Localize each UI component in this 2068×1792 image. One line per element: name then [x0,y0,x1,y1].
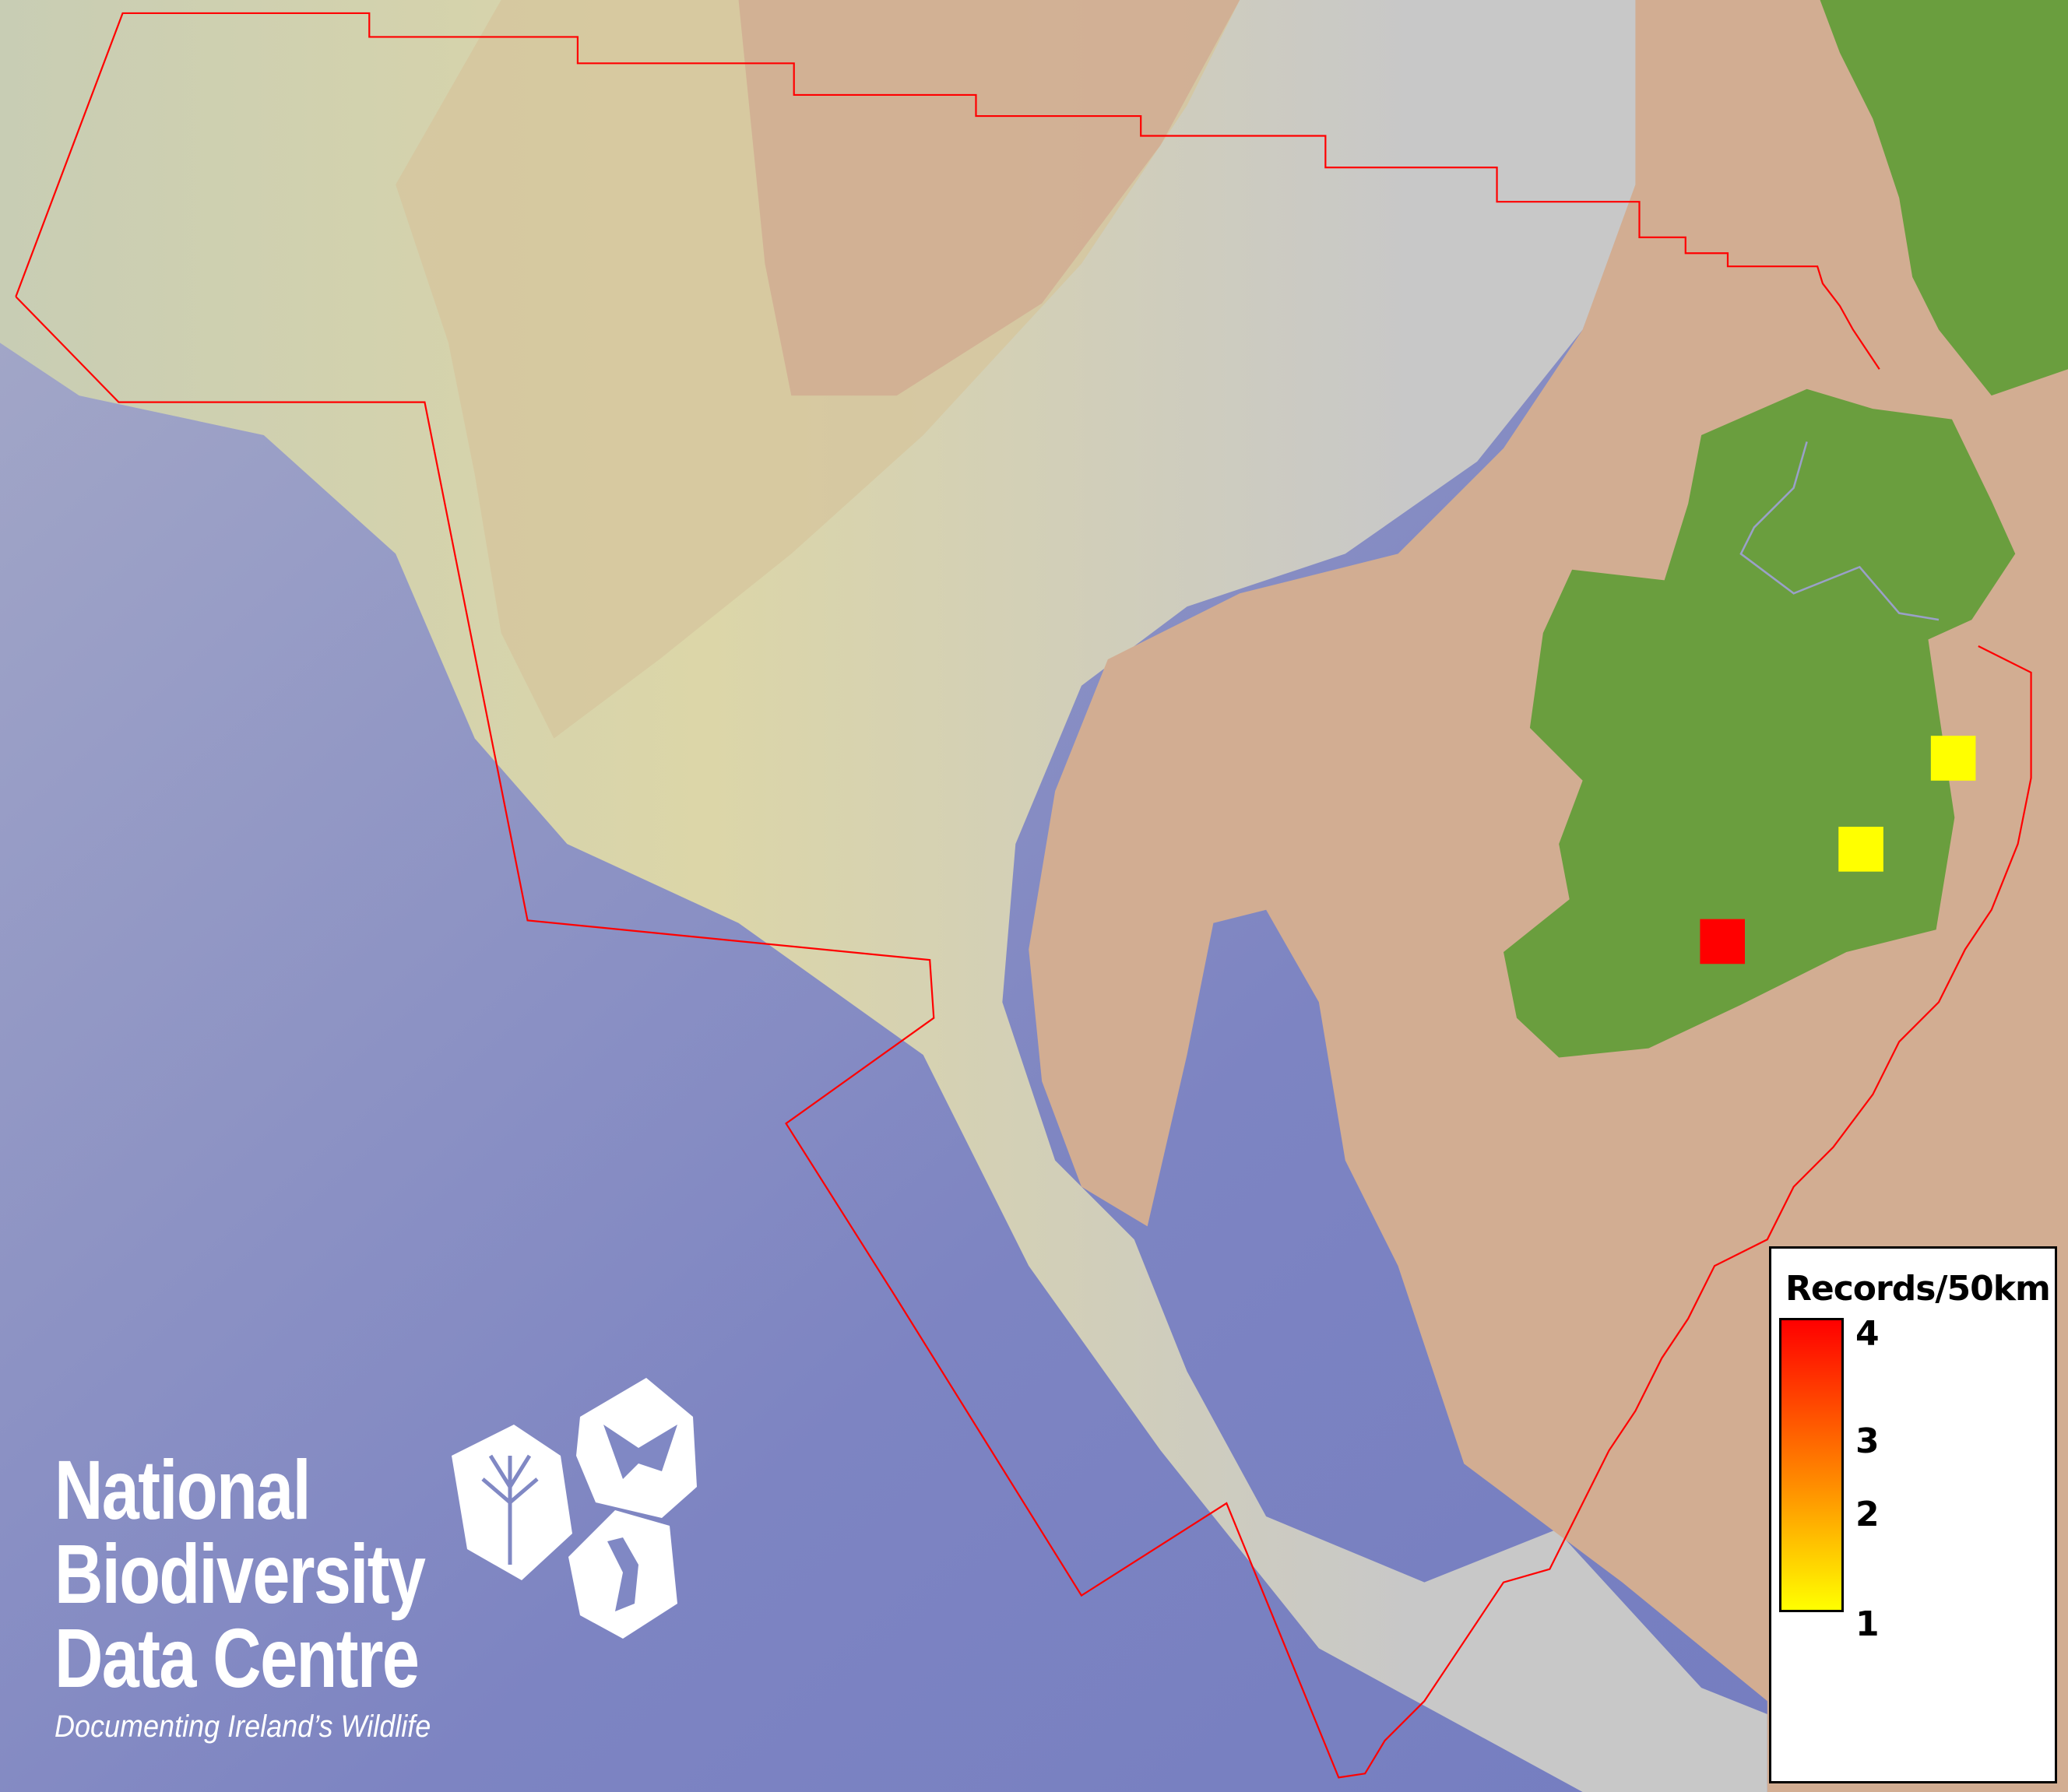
legend-tick-3: 3 [1855,1421,1880,1461]
nbdc-logo: National Biodiversity Data Centre Docume… [55,1448,517,1745]
northern-ireland-border [1739,441,1940,621]
boundary-south [15,296,2032,1779]
legend-tick-1: 1 [1855,1604,1880,1644]
legend-tick-4: 4 [1855,1314,1880,1354]
shelf-northeast [738,0,1240,396]
record-cell-east-midlands [1838,827,1883,872]
continental-slope [0,0,1767,1792]
legend-color-ramp [1779,1318,1844,1612]
legend: Records/50km 4 3 2 1 [1769,1246,2057,1783]
record-cell-south-west [1700,919,1745,965]
scotland-land [1820,0,2068,396]
legend-title: Records/50km [1785,1269,2051,1309]
boundary-north [15,12,1880,370]
ireland-land [1504,388,2016,1058]
legend-tick-2: 2 [1855,1495,1880,1534]
logo-line-2: Biodiversity [55,1527,426,1621]
logo-line-3: Data Centre [55,1611,420,1705]
logo-hexagon-icons [452,1378,697,1639]
record-cell-east-coast-north [1930,736,1976,781]
logo-tagline: Documenting Ireland’s Wildlife [55,1709,431,1744]
logo-line-1: National [55,1442,311,1537]
